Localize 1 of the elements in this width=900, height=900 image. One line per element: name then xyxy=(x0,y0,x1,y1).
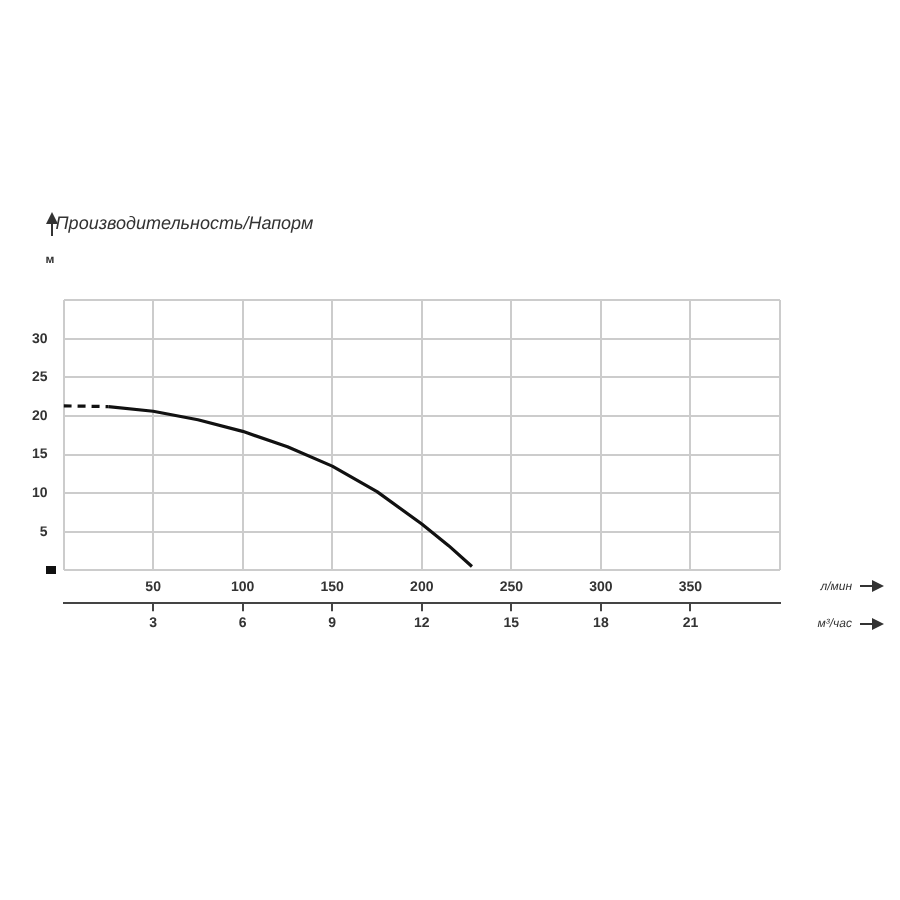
chart-title: Производительность/Напорм xyxy=(55,213,314,233)
